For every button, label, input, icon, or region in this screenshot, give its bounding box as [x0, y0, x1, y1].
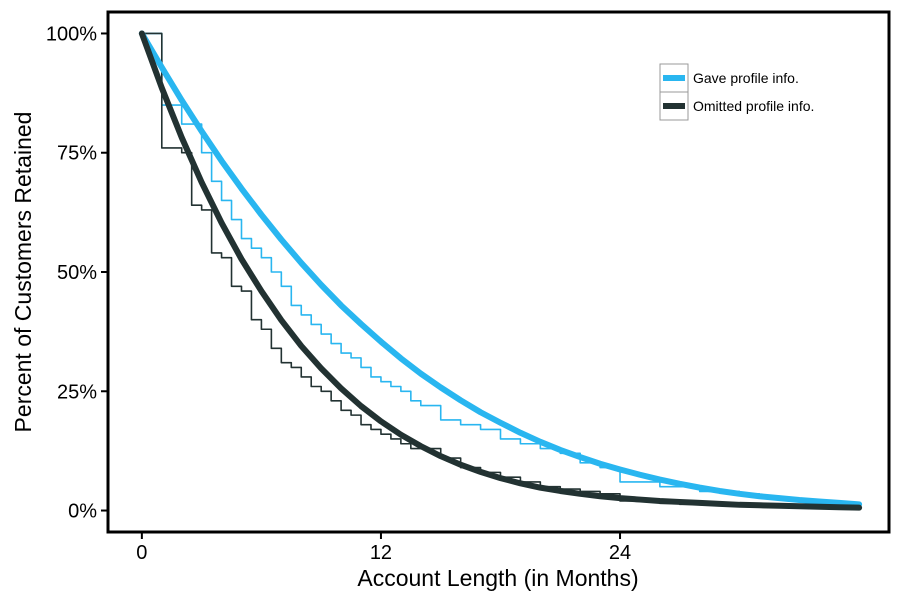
x-axis-label: Account Length (in Months)	[357, 565, 638, 591]
y-tick-label: 25%	[57, 381, 97, 403]
plot-frame	[106, 10, 891, 534]
x-tick-label: 0	[136, 542, 147, 564]
plot-area	[138, 30, 863, 511]
y-tick-label: 75%	[57, 143, 97, 165]
y-axis-label: Percent of Customers Retained	[10, 112, 36, 433]
x-tick-label: 12	[370, 542, 392, 564]
y-tick-label: 100%	[46, 23, 97, 45]
y-tick-label: 50%	[57, 262, 97, 284]
legend: Gave profile info. Omitted profile info.	[659, 63, 814, 121]
y-axis: 0% 25% 50% 75% 100%	[46, 23, 108, 523]
x-axis: 0 12 24	[136, 532, 631, 564]
legend-label-omitted: Omitted profile info.	[693, 98, 814, 114]
y-tick-label: 0%	[68, 501, 97, 523]
fit-line-gave	[138, 30, 863, 508]
fit-line-omitted	[138, 30, 863, 511]
legend-label-gave: Gave profile info.	[693, 70, 799, 86]
x-tick-label: 24	[609, 542, 631, 564]
